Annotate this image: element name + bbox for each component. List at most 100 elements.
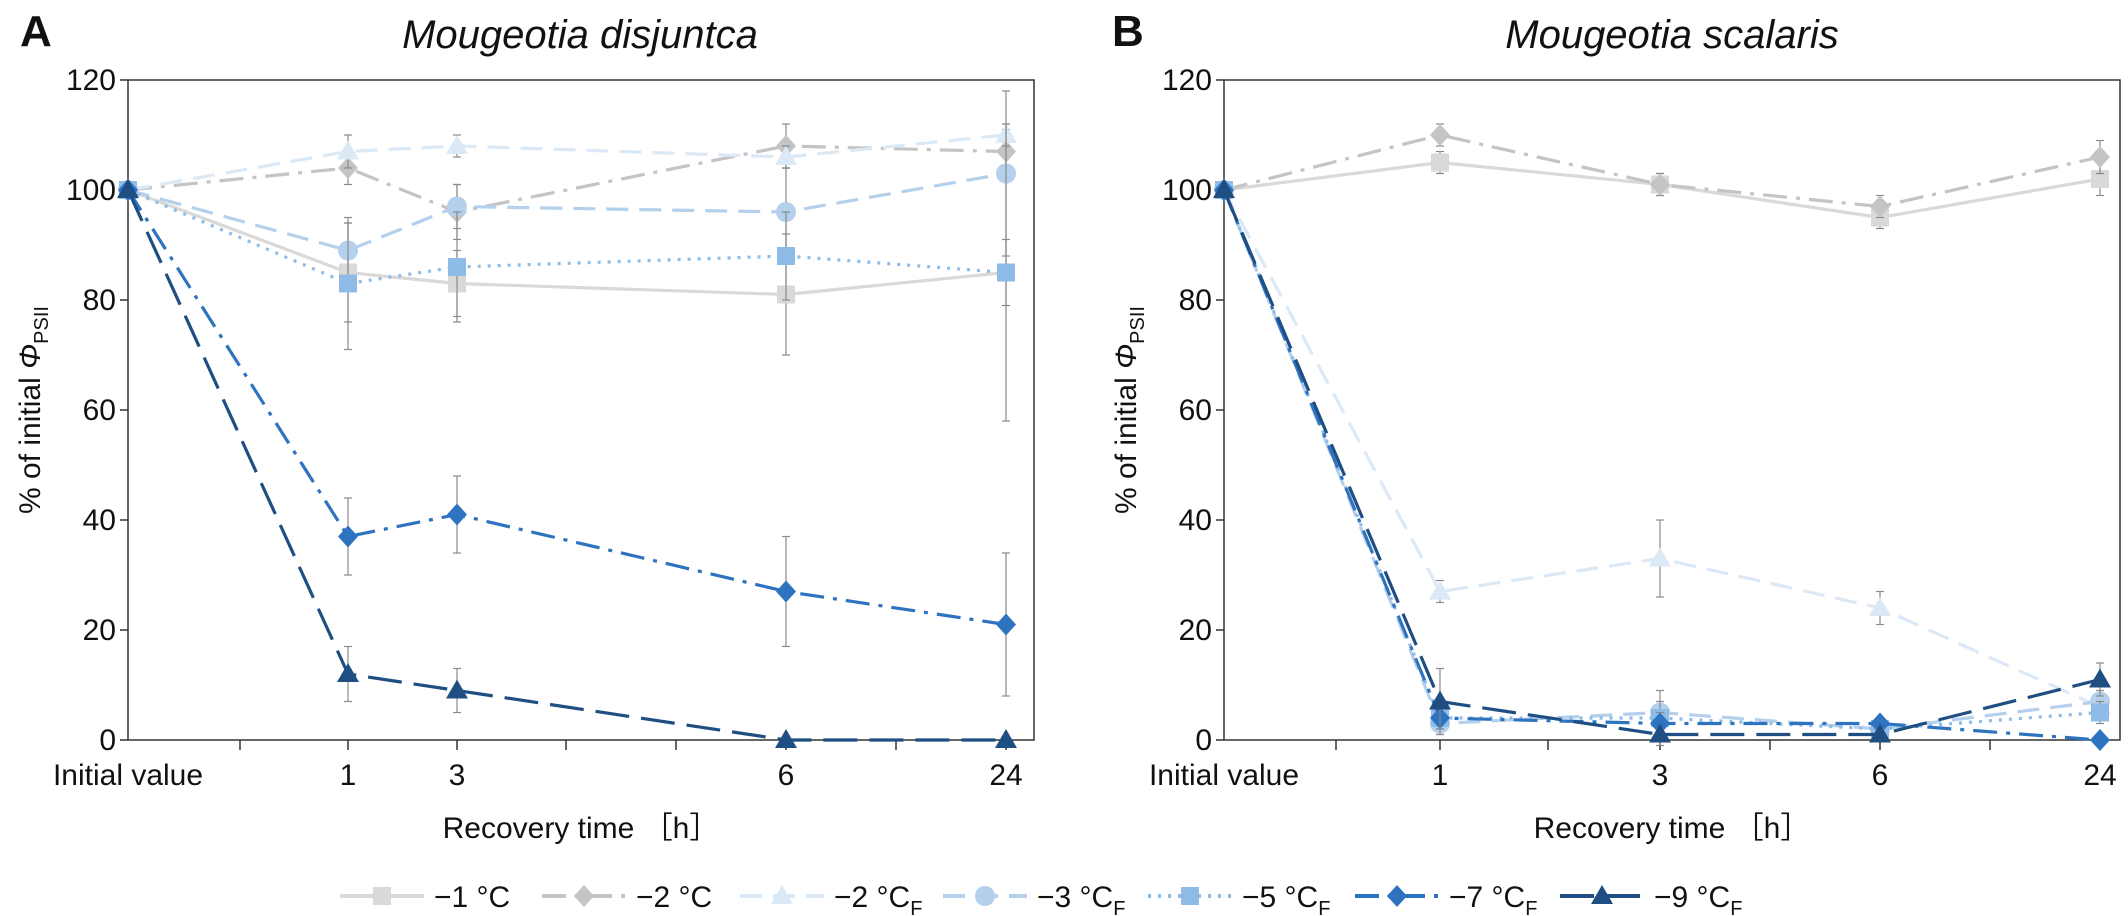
legend-label-text: −3 °C [1037,881,1113,914]
series-line [127,133,1007,192]
legend-label-subscript: F [910,898,922,916]
y-tick-label: 80 [1179,284,1212,317]
series-5 [1215,181,2109,747]
data-point [1430,124,1450,146]
data-point [339,274,357,293]
legend-label-text: −2 °C [834,881,910,914]
panel-a: A Mougeotia disjuntca 0 20 40 60 80 100 120 Initi… [14,7,1035,845]
y-axis-label-text: % of initial [14,369,47,514]
y-tick-label: 40 [1179,504,1212,537]
y-tick-label: 80 [83,284,116,317]
data-point [446,679,468,699]
y-axis-label-symbol: Φ [14,344,47,369]
x-tick-label: 3 [1652,759,1669,792]
data-point [2091,170,2109,188]
legend-label-text: −2 °C [636,881,712,914]
series-line [1222,189,2101,737]
legend-label-subscript: F [1318,898,1330,916]
x-tick-label: 1 [340,759,357,792]
legend-label-subscript: F [1730,898,1742,916]
legend-entry-3: −2 °CF [740,881,922,916]
data-point [1649,723,1671,743]
panels: A Mougeotia disjuntca020406080100120Initi… [14,7,2121,845]
data-point [446,135,468,154]
legend-marker [771,885,793,904]
legend-label-text: −1 °C [434,881,510,914]
series-line [126,189,1007,627]
y-tick-label: 60 [1179,394,1212,427]
x-tick-label: 24 [2083,759,2116,792]
x-tick-label: 6 [778,759,795,792]
data-point [1869,723,1891,743]
y-tick-label: 120 [1162,64,1212,97]
legend-marker [373,887,391,905]
legend-marker [975,886,995,906]
legend-label: −2 °C [636,881,712,914]
series-line [127,144,1007,214]
y-tick-label: 120 [66,64,116,97]
data-point [1431,153,1449,172]
data-point [2089,668,2111,688]
legend-marker [1387,885,1407,907]
data-point [995,729,1017,748]
data-point [2090,146,2110,168]
data-point [2090,729,2110,751]
x-tick-label: Initial value [53,759,203,792]
series-2 [1214,123,2110,219]
series-2 [118,123,1016,241]
legend-label-subscript: F [1525,898,1537,916]
data-point [1213,179,1235,198]
y-axis-label-subscript: PSII [31,306,53,344]
y-axis-label-subscript: PSII [1127,306,1149,344]
plot-frame [127,79,1035,741]
legend-label: −5 °CF [1242,881,1330,916]
legend-label: −2 °CF [834,881,922,916]
y-tick-label: 100 [1162,174,1212,207]
legend-label-subscript: F [1113,898,1125,916]
data-point [776,580,796,603]
series-3 [117,123,1017,198]
x-tick-label: 1 [1432,759,1449,792]
series-line [126,189,1006,742]
data-point [448,258,466,276]
data-point [1649,547,1671,567]
y-tick-label: 20 [1179,614,1212,647]
legend-marker [1591,885,1613,904]
legend: −1 °C −2 °C −2 °CF −3 °CF −5 °CF −7 °CF −9 °CF [340,881,1742,916]
plot-frame [1223,79,2121,741]
legend-label-text: −9 °C [1654,881,1730,914]
legend-label-text: −5 °C [1242,881,1318,914]
x-tick-label: 6 [1872,759,1889,792]
chart-title: Mougeotia disjuntca [402,13,758,57]
data-point [338,525,358,548]
series-3 [1213,179,2111,719]
series-1 [119,181,1015,356]
data-point [1429,580,1451,600]
legend-label: −1 °C [434,881,510,914]
legend-entry-2: −2 °C [542,881,712,914]
series-line [127,188,1007,286]
data-point [447,503,467,526]
series-4 [1214,180,2110,739]
legend-label: −3 °CF [1037,881,1125,916]
series-4 [118,90,1016,279]
data-point [117,179,139,198]
legend-entry-1: −1 °C [340,881,510,914]
x-axis-label: Recovery time ［h］ [1534,812,1811,845]
y-axis-label-text: % of initial [1110,369,1143,514]
data-point [775,729,797,748]
series-line [127,188,1007,297]
x-tick-label: 24 [989,759,1022,792]
data-point [2091,703,2109,722]
series-line [1222,189,2101,742]
legend-label: −7 °CF [1449,881,1537,916]
x-tick-label: 3 [449,759,466,792]
y-tick-label: 0 [1195,724,1212,757]
data-point [1429,690,1451,710]
data-point [337,140,359,160]
y-tick-label: 40 [83,504,116,537]
data-point [1650,173,1670,196]
data-point [775,146,797,165]
legend-marker [1181,887,1199,905]
legend-entry-4: −3 °CF [943,881,1125,916]
